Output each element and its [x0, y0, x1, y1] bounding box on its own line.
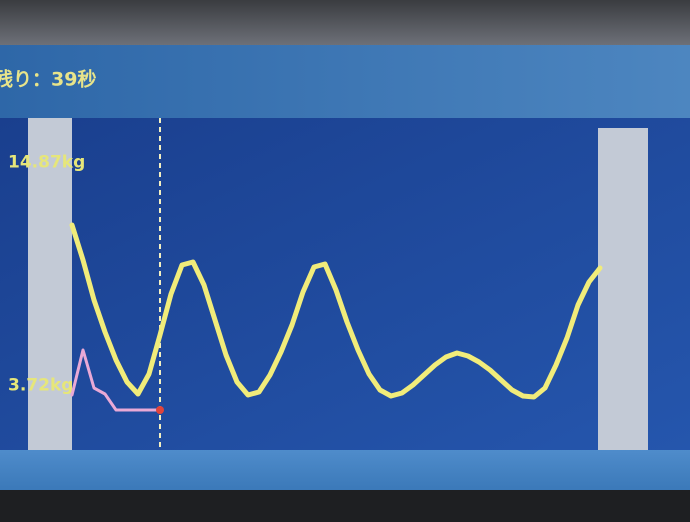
current-point — [156, 406, 164, 414]
y-tick-label: 14.87kg — [8, 153, 85, 173]
screen-photo: 残り：39秒 14.87kg 3.72kg — [0, 0, 690, 522]
y-tick-label: 3.72kg — [8, 376, 73, 396]
bezel-bottom — [0, 490, 690, 522]
bezel-top — [0, 0, 690, 45]
countdown: 残り：39秒 — [0, 68, 96, 91]
page: {"header": {"countdown": "残り：39秒"}, "cha… — [0, 0, 690, 522]
header-bar — [0, 45, 690, 118]
footer-bar — [0, 450, 690, 492]
right-strip — [598, 128, 648, 450]
